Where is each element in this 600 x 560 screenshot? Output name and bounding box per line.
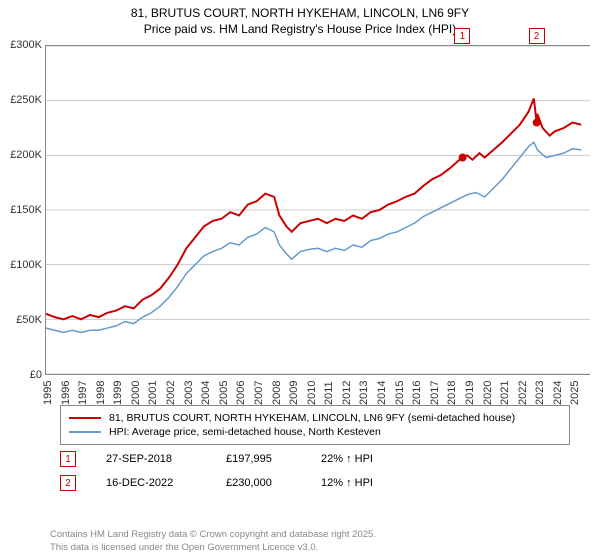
x-tick-label: 1997 [77, 381, 89, 405]
x-tick-label: 2024 [552, 381, 564, 405]
y-tick-label: £50K [16, 314, 42, 326]
x-tick-label: 2004 [200, 381, 212, 405]
legend-row: 81, BRUTUS COURT, NORTH HYKEHAM, LINCOLN… [69, 412, 561, 424]
y-tick-label: £100K [10, 259, 42, 271]
chart-title: 81, BRUTUS COURT, NORTH HYKEHAM, LINCOLN… [0, 0, 600, 37]
sale-marker-1: 1 [454, 28, 470, 44]
x-tick-label: 2013 [358, 381, 370, 405]
sale-marker-2: 2 [529, 28, 545, 44]
legend-swatch [69, 417, 101, 419]
txn-marker: 1 [60, 451, 76, 467]
x-tick-label: 2006 [235, 381, 247, 405]
x-tick-label: 2008 [271, 381, 283, 405]
x-tick-label: 2015 [394, 381, 406, 405]
transaction-table: 1 27-SEP-2018£197,99522% ↑ HPI 2 16-DEC-202… [60, 450, 431, 498]
x-tick-label: 2010 [306, 381, 318, 405]
chart-svg [46, 46, 590, 374]
x-tick-label: 2025 [569, 381, 581, 405]
txn-price: £230,000 [226, 477, 321, 489]
txn-date: 16-DEC-2022 [106, 477, 226, 489]
txn-marker: 2 [60, 475, 76, 491]
legend-label: HPI: Average price, semi-detached house,… [109, 426, 381, 438]
x-tick-label: 2011 [323, 381, 335, 405]
chart-plot-area [45, 45, 590, 375]
x-tick-label: 2002 [165, 381, 177, 405]
x-tick-label: 2012 [341, 381, 353, 405]
y-tick-label: £250K [10, 94, 42, 106]
x-tick-label: 2018 [446, 381, 458, 405]
x-tick-label: 2009 [288, 381, 300, 405]
x-tick-label: 2014 [376, 381, 388, 405]
x-tick-label: 2017 [429, 381, 441, 405]
x-tick-label: 2001 [147, 381, 159, 405]
txn-diff: 12% ↑ HPI [321, 477, 431, 489]
x-tick-label: 1995 [42, 381, 54, 405]
legend-swatch [69, 431, 101, 433]
y-tick-label: £300K [10, 39, 42, 51]
x-tick-label: 2000 [130, 381, 142, 405]
x-tick-label: 2007 [253, 381, 265, 405]
txn-diff: 22% ↑ HPI [321, 453, 431, 465]
y-tick-label: £0 [30, 369, 42, 381]
x-tick-label: 2023 [534, 381, 546, 405]
x-tick-label: 2019 [464, 381, 476, 405]
x-tick-label: 2003 [183, 381, 195, 405]
x-tick-label: 1998 [95, 381, 107, 405]
x-tick-label: 1996 [60, 381, 72, 405]
legend-box: 81, BRUTUS COURT, NORTH HYKEHAM, LINCOLN… [60, 405, 570, 445]
x-tick-label: 2016 [411, 381, 423, 405]
x-tick-label: 2020 [482, 381, 494, 405]
x-tick-label: 1999 [112, 381, 124, 405]
copyright-notice: Contains HM Land Registry data © Crown c… [50, 529, 376, 554]
y-tick-label: £200K [10, 149, 42, 161]
y-tick-label: £150K [10, 204, 42, 216]
x-tick-label: 2022 [517, 381, 529, 405]
txn-date: 27-SEP-2018 [106, 453, 226, 465]
txn-price: £197,995 [226, 453, 321, 465]
x-tick-label: 2005 [218, 381, 230, 405]
chart-container: 81, BRUTUS COURT, NORTH HYKEHAM, LINCOLN… [0, 0, 600, 560]
transaction-row: 1 27-SEP-2018£197,99522% ↑ HPI [60, 450, 431, 468]
legend-row: HPI: Average price, semi-detached house,… [69, 426, 561, 438]
x-tick-label: 2021 [499, 381, 511, 405]
transaction-row: 2 16-DEC-2022£230,00012% ↑ HPI [60, 474, 431, 492]
legend-label: 81, BRUTUS COURT, NORTH HYKEHAM, LINCOLN… [109, 412, 515, 424]
